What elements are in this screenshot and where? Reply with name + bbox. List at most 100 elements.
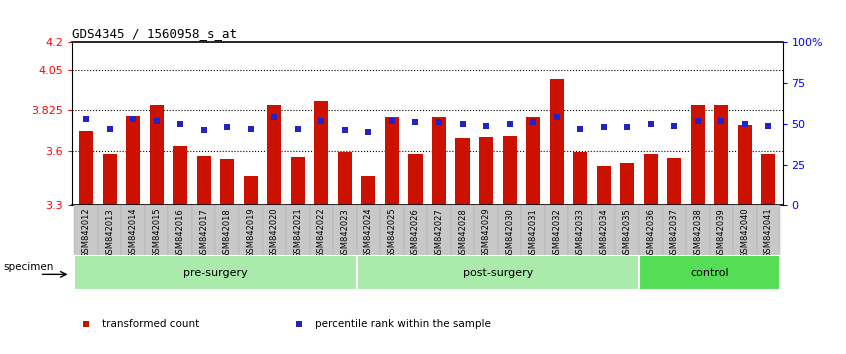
- Text: GSM842031: GSM842031: [529, 208, 537, 259]
- Point: [644, 121, 657, 127]
- Bar: [333, 205, 357, 290]
- Text: GSM842028: GSM842028: [458, 208, 467, 259]
- Bar: [451, 205, 475, 290]
- Point: [574, 126, 587, 132]
- Bar: [503, 136, 517, 205]
- Text: GSM842030: GSM842030: [505, 208, 514, 259]
- Bar: [357, 255, 639, 290]
- Text: GSM842019: GSM842019: [246, 208, 255, 258]
- Bar: [475, 205, 497, 290]
- Bar: [291, 158, 305, 205]
- Bar: [427, 205, 451, 290]
- Text: GSM842040: GSM842040: [740, 208, 750, 258]
- Point: [293, 321, 306, 327]
- Point: [80, 116, 93, 122]
- Bar: [244, 176, 258, 205]
- Point: [597, 124, 611, 130]
- Text: GSM842038: GSM842038: [694, 208, 702, 259]
- Point: [480, 123, 493, 129]
- Bar: [550, 79, 563, 205]
- Bar: [526, 117, 541, 205]
- Bar: [667, 158, 681, 205]
- Bar: [756, 205, 780, 290]
- Bar: [286, 205, 310, 290]
- Bar: [121, 205, 145, 290]
- Point: [197, 127, 211, 133]
- Point: [173, 121, 187, 127]
- Bar: [573, 152, 587, 205]
- Bar: [338, 152, 352, 205]
- Bar: [357, 205, 380, 290]
- Text: pre-surgery: pre-surgery: [183, 268, 248, 278]
- Text: GSM842017: GSM842017: [199, 208, 208, 259]
- Point: [620, 124, 634, 130]
- Bar: [569, 205, 592, 290]
- Text: GSM842025: GSM842025: [387, 208, 397, 258]
- Bar: [545, 205, 569, 290]
- Point: [691, 118, 705, 124]
- Bar: [173, 145, 187, 205]
- Text: GSM842016: GSM842016: [176, 208, 184, 259]
- Bar: [385, 117, 399, 205]
- Bar: [686, 205, 710, 290]
- Bar: [639, 205, 662, 290]
- Point: [432, 119, 446, 125]
- Bar: [98, 205, 121, 290]
- Point: [738, 121, 751, 127]
- Point: [456, 121, 470, 127]
- Text: GSM842012: GSM842012: [81, 208, 91, 258]
- Point: [503, 121, 516, 127]
- Text: GSM842037: GSM842037: [670, 208, 678, 259]
- Text: GSM842018: GSM842018: [222, 208, 232, 259]
- Bar: [74, 255, 357, 290]
- Bar: [126, 116, 140, 205]
- Bar: [102, 154, 117, 205]
- Text: GSM842022: GSM842022: [317, 208, 326, 258]
- Bar: [145, 205, 168, 290]
- Bar: [404, 205, 427, 290]
- Bar: [380, 205, 404, 290]
- Point: [409, 119, 422, 125]
- Bar: [497, 205, 521, 290]
- Bar: [616, 205, 639, 290]
- Text: GSM842033: GSM842033: [575, 208, 585, 259]
- Point: [338, 127, 352, 133]
- Bar: [314, 101, 328, 205]
- Point: [244, 126, 257, 132]
- Bar: [239, 205, 262, 290]
- Bar: [196, 155, 211, 205]
- Text: GSM842027: GSM842027: [435, 208, 443, 259]
- Bar: [455, 138, 470, 205]
- Text: GSM842041: GSM842041: [764, 208, 773, 258]
- Bar: [596, 166, 611, 205]
- Bar: [738, 125, 752, 205]
- Bar: [761, 154, 776, 205]
- Text: GSM842024: GSM842024: [364, 208, 373, 258]
- Text: GSM842013: GSM842013: [105, 208, 114, 259]
- Bar: [620, 163, 634, 205]
- Point: [715, 118, 728, 124]
- Text: GSM842023: GSM842023: [340, 208, 349, 259]
- Bar: [710, 205, 733, 290]
- Text: percentile rank within the sample: percentile rank within the sample: [315, 319, 491, 329]
- Point: [315, 118, 328, 124]
- Bar: [168, 205, 192, 290]
- Bar: [361, 176, 376, 205]
- Text: GSM842029: GSM842029: [481, 208, 491, 258]
- Bar: [150, 105, 163, 205]
- Bar: [644, 154, 658, 205]
- Bar: [714, 105, 728, 205]
- Point: [126, 116, 140, 122]
- Bar: [262, 205, 286, 290]
- Bar: [74, 205, 98, 290]
- Point: [526, 119, 540, 125]
- Point: [385, 118, 398, 124]
- Text: GSM842026: GSM842026: [411, 208, 420, 259]
- Bar: [79, 131, 93, 205]
- Bar: [662, 205, 686, 290]
- Bar: [409, 154, 422, 205]
- Point: [667, 123, 681, 129]
- Point: [291, 126, 305, 132]
- Text: transformed count: transformed count: [102, 319, 199, 329]
- Text: specimen: specimen: [3, 262, 54, 272]
